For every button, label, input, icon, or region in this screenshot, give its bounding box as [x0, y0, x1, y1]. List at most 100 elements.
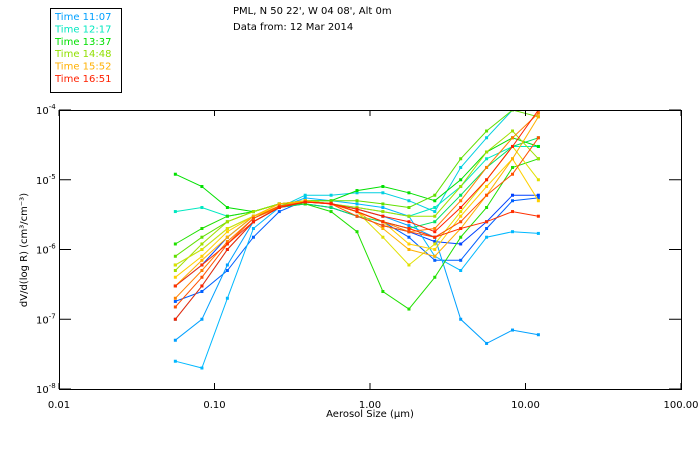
legend-entry: Time 15:52 [54, 62, 111, 73]
data-point [381, 185, 385, 189]
data-point [459, 210, 463, 214]
data-point [536, 231, 540, 235]
data-point [251, 220, 255, 224]
x-tick-label: 10.00 [511, 400, 540, 411]
data-point [173, 284, 177, 288]
data-point [225, 268, 229, 272]
data-point [381, 220, 385, 224]
x-tick-label: 0.01 [48, 400, 70, 411]
data-point [485, 129, 489, 133]
data-point [485, 193, 489, 197]
y-tick-label: 10-8 [36, 382, 56, 396]
data-point [433, 242, 437, 246]
data-point [173, 317, 177, 321]
data-point [485, 235, 489, 239]
data-point [251, 227, 255, 231]
data-point [407, 191, 411, 195]
data-point [407, 248, 411, 251]
data-point [200, 258, 204, 262]
data-point [381, 214, 385, 218]
series-line [174, 157, 539, 278]
data-point [173, 359, 177, 363]
data-point [433, 240, 437, 244]
data-point [173, 338, 177, 342]
legend-entry: Time 16:51 [54, 74, 111, 85]
y-axis-label: dV/d(log R) (cm³/cm⁻³) [19, 193, 30, 307]
data-point [459, 178, 463, 182]
data-point [407, 263, 411, 267]
data-point [303, 202, 307, 206]
data-point [407, 235, 411, 239]
data-point [173, 242, 177, 246]
data-point [173, 210, 177, 214]
data-point [407, 206, 411, 210]
data-point [485, 136, 489, 140]
data-point [173, 305, 177, 309]
data-point [200, 275, 204, 279]
series-line [175, 197, 539, 302]
data-point [511, 230, 515, 234]
data-point [536, 333, 540, 337]
data-point [407, 307, 411, 311]
data-point [433, 254, 437, 258]
data-point [225, 242, 229, 246]
data-point [459, 258, 463, 262]
data-point [433, 230, 437, 234]
data-point [459, 268, 463, 272]
data-point [433, 258, 437, 262]
y-tick-label: 10-4 [36, 103, 56, 117]
data-point [200, 268, 204, 272]
data-point [511, 165, 515, 169]
data-point [459, 220, 463, 224]
data-point [329, 193, 333, 197]
data-point [200, 284, 204, 288]
data-point [200, 206, 204, 210]
series-line [174, 201, 539, 287]
data-point [536, 144, 540, 148]
data-point [200, 317, 204, 321]
data-point [329, 199, 333, 203]
data-point [537, 103, 540, 106]
x-tick-label: 0.10 [203, 400, 225, 411]
legend-entry: Time 13:37 [54, 37, 111, 48]
data-point [173, 268, 177, 272]
data-point [433, 220, 437, 224]
data-point [433, 275, 437, 279]
data-point [433, 248, 437, 251]
data-point [225, 206, 229, 210]
data-point [485, 341, 489, 345]
data-point [303, 196, 307, 200]
data-point [459, 214, 463, 218]
data-point [407, 230, 411, 234]
data-point [485, 178, 489, 182]
data-point [536, 115, 540, 119]
data-point [200, 366, 204, 370]
chart-title-location: PML, N 50 22', W 04 08', Alt 0m [233, 6, 392, 17]
y-tick-label: 10-5 [36, 173, 56, 187]
data-point [511, 144, 515, 148]
data-point [173, 172, 177, 176]
data-point [536, 111, 540, 115]
data-point [485, 165, 489, 169]
data-point [511, 328, 515, 332]
data-point [225, 240, 229, 244]
data-point [536, 214, 540, 218]
data-point [433, 235, 437, 239]
data-point [485, 220, 489, 224]
data-point [433, 206, 437, 210]
data-point [381, 224, 385, 228]
x-axis-label: Aerosol Size (µm) [326, 409, 414, 420]
data-point [433, 214, 437, 218]
data-point [459, 317, 463, 321]
data-point [433, 227, 437, 231]
data-point [459, 185, 463, 189]
data-point [329, 202, 333, 206]
series-group [173, 103, 540, 370]
data-point [225, 227, 229, 231]
data-point [407, 224, 411, 228]
data-point [381, 191, 385, 195]
legend-entry: Time 11:07 [54, 12, 111, 23]
series-line [175, 146, 539, 217]
